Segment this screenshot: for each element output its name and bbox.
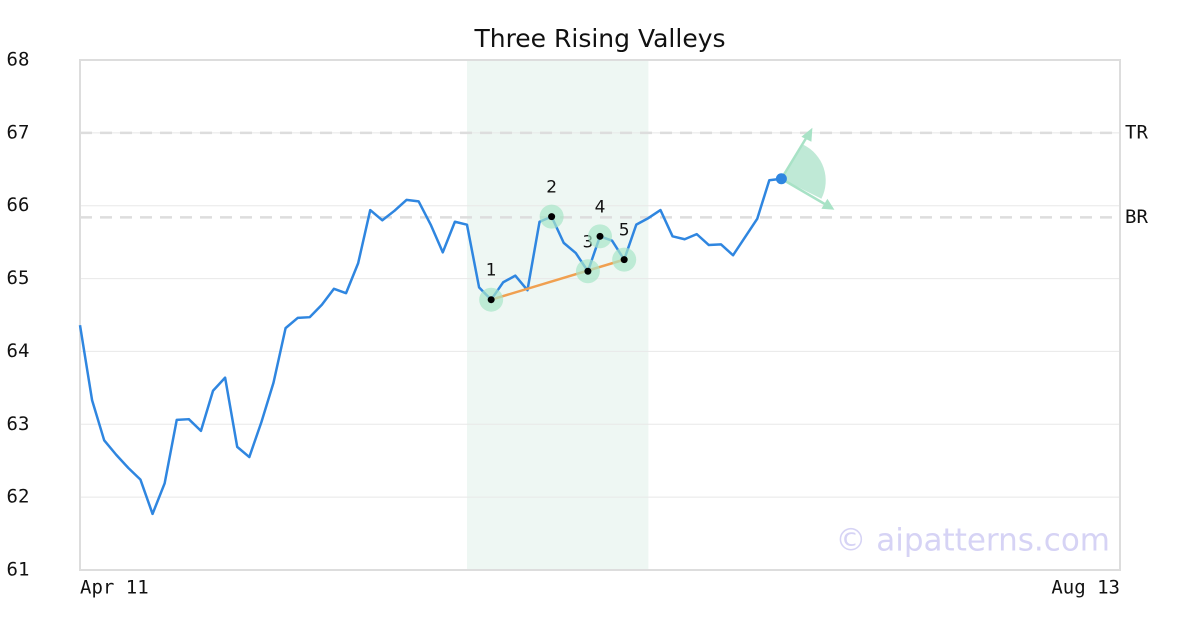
highlight-band xyxy=(466,60,649,570)
x-tick-label: Apr 11 xyxy=(80,577,149,599)
x-tick-label: Aug 13 xyxy=(1051,577,1120,599)
pattern-point xyxy=(596,232,604,240)
pattern-point xyxy=(584,267,592,275)
y-tick-label: 62 xyxy=(7,486,30,508)
y-tick-label: 64 xyxy=(7,340,30,362)
pattern-label: 2 xyxy=(546,178,557,198)
y-tick-label: 63 xyxy=(7,413,30,435)
pattern-point xyxy=(548,213,556,221)
price-line xyxy=(78,177,782,516)
valley-trendline xyxy=(490,258,625,301)
y-tick-label: 61 xyxy=(7,559,30,581)
pattern-label: 5 xyxy=(619,221,630,241)
pattern-point xyxy=(620,256,628,264)
pattern-label: 3 xyxy=(582,232,593,252)
chart-title: Three Rising Valleys xyxy=(473,24,725,53)
watermark: © aipatterns.com xyxy=(835,523,1110,559)
pattern-label: 4 xyxy=(595,197,606,217)
projection-wedge xyxy=(781,144,826,199)
plot-frame xyxy=(79,59,1121,571)
projection-arrow xyxy=(780,132,811,180)
level-label: TR xyxy=(1125,121,1148,143)
level-label: BR xyxy=(1125,206,1148,228)
pattern-point xyxy=(487,296,495,304)
pattern-label: 1 xyxy=(486,261,497,281)
y-tick-label: 66 xyxy=(7,194,30,216)
y-tick-label: 67 xyxy=(7,121,30,143)
arrow-head xyxy=(821,198,835,210)
last-point xyxy=(775,173,787,185)
y-tick-label: 65 xyxy=(7,267,30,289)
projection-arrow xyxy=(780,177,831,208)
arrow-head xyxy=(801,127,813,142)
y-tick-label: 68 xyxy=(7,49,30,71)
